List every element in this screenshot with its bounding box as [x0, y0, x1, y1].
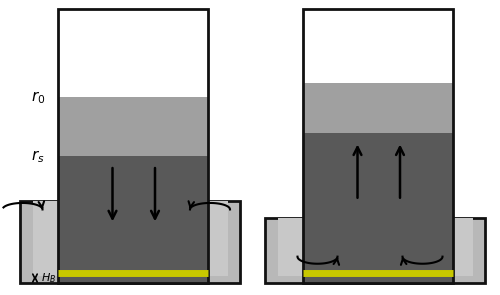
Text: $r_s$: $r_s$	[32, 148, 45, 165]
Bar	[302, 9, 452, 83]
Bar	[58, 9, 208, 97]
Bar	[265, 218, 485, 283]
Bar	[302, 83, 452, 133]
Bar	[278, 218, 472, 276]
Bar	[58, 9, 208, 283]
Text: $r_0$: $r_0$	[30, 89, 45, 106]
Bar	[20, 201, 240, 283]
Text: $H_B$: $H_B$	[41, 271, 56, 285]
Bar	[58, 97, 208, 156]
Bar	[32, 201, 228, 276]
Bar	[302, 9, 452, 283]
Bar	[58, 156, 208, 283]
Bar	[302, 133, 452, 283]
